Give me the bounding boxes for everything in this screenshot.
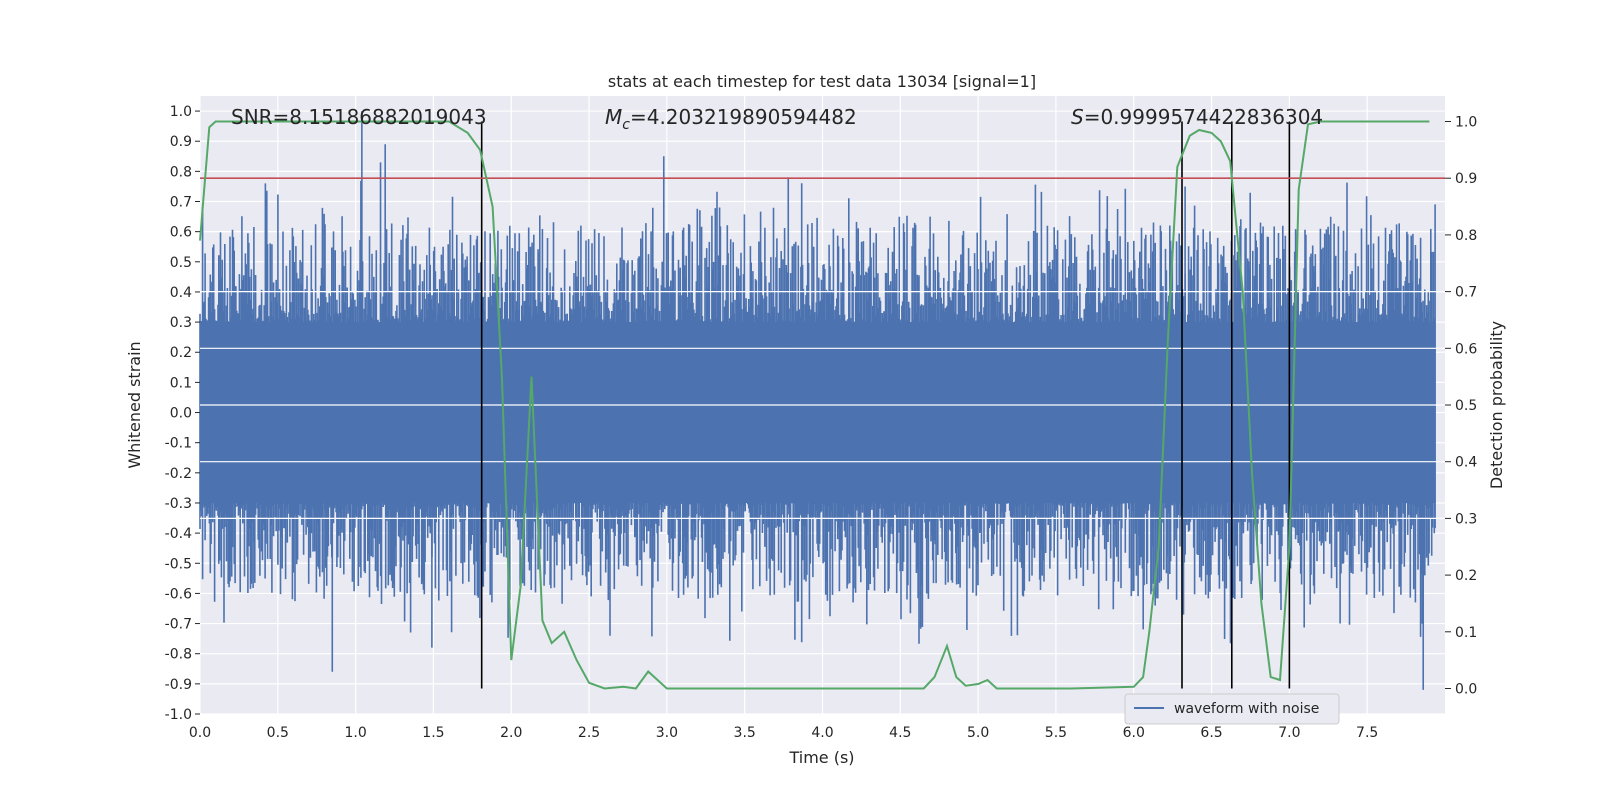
waveform-series [199, 111, 1445, 690]
y-tick-label: -0.5 [165, 556, 192, 572]
y2-tick-label: 0.9 [1455, 171, 1477, 187]
y-tick-label: 0.9 [170, 134, 192, 150]
y-tick-label: 0.0 [170, 406, 192, 422]
y-tick-label: -0.9 [165, 677, 192, 693]
x-tick-label: 0.0 [189, 725, 211, 741]
x-tick-label: 6.5 [1200, 725, 1222, 741]
snr-annotation: SNR=8.15186882019043 [231, 105, 487, 129]
y2-axis-ticks: 1.0 0.9 0.8 0.7 0.6 0.5 0.4 0.3 0.2 0.1 0.0 [1445, 115, 1477, 697]
y-tick-label: -0.2 [165, 466, 192, 482]
y-tick-label: 0.2 [170, 345, 192, 361]
x-axis-label: Time (s) [788, 748, 854, 767]
y-tick-label: 0.3 [170, 315, 192, 331]
y-tick-label: 0.6 [170, 225, 192, 241]
x-tick-label: 2.5 [578, 725, 600, 741]
detection-probability-series [199, 120, 1430, 690]
x-tick-label: 2.0 [500, 725, 522, 741]
chirp-mass-annotation: Mc=4.203219890594482 [605, 105, 857, 133]
x-tick-label: 1.0 [344, 725, 366, 741]
y-tick-label: -0.3 [165, 496, 192, 512]
y-tick-label: 1.0 [170, 104, 192, 120]
y-tick-label: -0.1 [165, 436, 192, 452]
y-tick-label: -0.6 [165, 586, 192, 602]
y-axis-ticks: 1.0 0.9 0.8 0.7 0.6 0.5 0.4 0.3 0.2 0.1 0.0 -0.1 -0.… [165, 104, 200, 723]
x-tick-label: 5.0 [967, 725, 989, 741]
x-tick-label: 3.5 [734, 725, 756, 741]
score-annotation: S=0.9999574422836304 [1071, 105, 1323, 129]
x-tick-label: 6.0 [1123, 725, 1145, 741]
x-tick-label: 3.0 [656, 725, 678, 741]
x-tick-label: 0.5 [267, 725, 289, 741]
y2-tick-label: 0.2 [1455, 568, 1477, 584]
y-tick-label: -1.0 [165, 707, 192, 723]
waveform-core [200, 322, 1436, 503]
y2-axis-label: Detection probability [1487, 321, 1506, 489]
x-tick-label: 4.0 [811, 725, 833, 741]
y2-tick-label: 0.1 [1455, 625, 1477, 641]
y2-tick-label: 0.4 [1455, 455, 1477, 471]
y-axis-label: Whitened strain [125, 341, 144, 468]
legend-label: waveform with noise [1174, 701, 1319, 717]
x-axis-ticks: 0.0 0.5 1.0 1.5 2.0 2.5 3.0 3.5 4.0 4.5 5.0 5.5 6.0 6… [189, 725, 1378, 741]
score-value: =0.9999574422836304 [1084, 105, 1323, 129]
y2-tick-label: 0.5 [1455, 398, 1477, 414]
y2-tick-label: 1.0 [1455, 115, 1477, 131]
chart-title: stats at each timestep for test data 130… [608, 72, 1036, 91]
legend-box [1124, 693, 1340, 725]
score-symbol: S [1071, 105, 1084, 129]
y2-tick-label: 0.3 [1455, 511, 1477, 527]
y-tick-label: 0.4 [170, 285, 192, 301]
y2-tick-label: 0.0 [1455, 681, 1477, 697]
y-tick-label: 0.8 [170, 164, 192, 180]
x-tick-label: 7.5 [1356, 725, 1378, 741]
vertical-markers [480, 121, 1291, 689]
legend: waveform with noise [1124, 693, 1340, 725]
x-tick-label: 1.5 [422, 725, 444, 741]
x-tick-label: 4.5 [889, 725, 911, 741]
y-tick-label: 0.5 [170, 255, 192, 271]
y-tick-label: 0.7 [170, 195, 192, 211]
y2-tick-label: 0.7 [1455, 285, 1477, 301]
y2-tick-label: 0.6 [1455, 341, 1477, 357]
chirp-mass-symbol: M [605, 105, 622, 129]
x-tick-label: 7.0 [1278, 725, 1300, 741]
chirp-mass-subscript: c [622, 117, 630, 133]
detection-probability-line [199, 120, 1430, 690]
y-tick-label: -0.4 [165, 526, 192, 542]
y-tick-label: -0.8 [165, 647, 192, 663]
x-tick-label: 5.5 [1045, 725, 1067, 741]
chirp-mass-value: =4.203219890594482 [630, 105, 857, 129]
y2-tick-label: 0.8 [1455, 228, 1477, 244]
y-tick-label: 0.1 [170, 375, 192, 391]
y-tick-label: -0.7 [165, 617, 192, 633]
